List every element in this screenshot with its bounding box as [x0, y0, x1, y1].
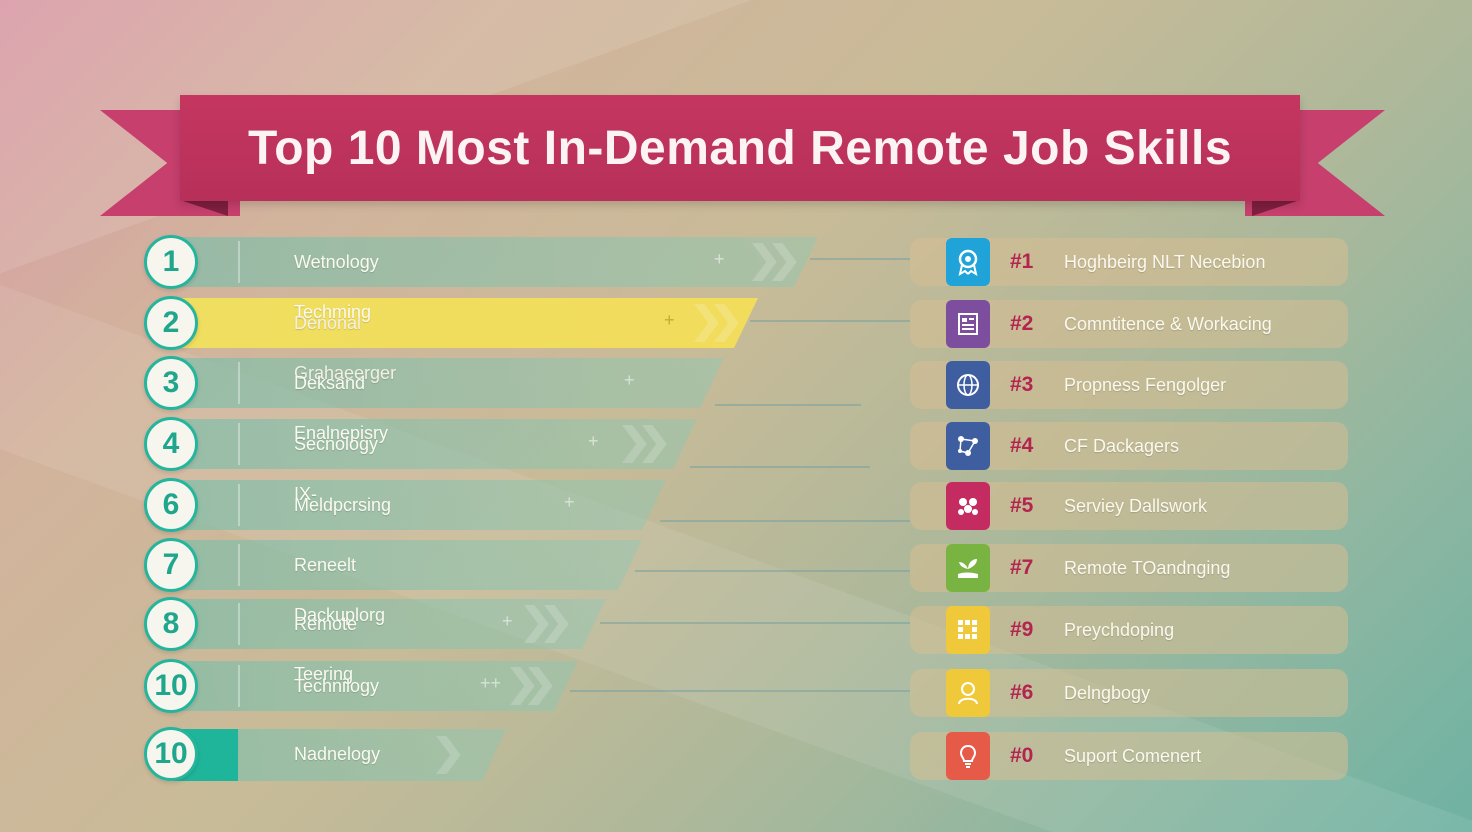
leader-line	[570, 690, 910, 692]
skill-rank: #9	[1010, 618, 1034, 641]
rank-number-badge: 7	[144, 538, 198, 592]
skill-label: Serviey Dallswork	[1064, 496, 1208, 516]
rank-number-badge: 1	[144, 235, 198, 289]
rank-bar: +	[174, 237, 818, 287]
skill-label: Comntitence & Workacing	[1064, 314, 1272, 334]
rank-number-badge: 6	[144, 478, 198, 532]
plant-hand-icon	[946, 544, 990, 592]
skill-rank: #2	[1010, 312, 1034, 335]
rank-label: Deksand Enalnepisry	[294, 373, 389, 443]
skill-rank: #0	[1010, 744, 1034, 767]
rank-label: Secnology IX-	[294, 434, 379, 504]
skill-card-6: #7 Remote TOandnging	[910, 544, 1348, 592]
leader-line	[600, 622, 910, 624]
skill-card-1: #1 Hoghbeirg NLT Necebion	[910, 238, 1348, 286]
skill-label: Propness Fengolger	[1064, 375, 1227, 395]
skill-card-7: #9 Preychdoping	[910, 606, 1348, 654]
skill-rank: #1	[1010, 250, 1034, 273]
rank-label: Remote Teering	[294, 614, 358, 684]
skill-label: Delngbogy	[1064, 683, 1151, 703]
rank-number-badge: 10	[144, 659, 198, 713]
skill-rank: #7	[1010, 556, 1034, 579]
skill-card-8: #6 Delngbogy	[910, 669, 1348, 717]
rank-bar: +	[174, 480, 666, 530]
network-icon	[946, 422, 990, 470]
rank-number-badge: 3	[144, 356, 198, 410]
leader-line	[635, 570, 910, 572]
skill-rank: #5	[1010, 494, 1034, 517]
leader-line	[715, 404, 861, 406]
skill-label: CF Dackagers	[1064, 436, 1180, 456]
rank-label: Nadnelogy	[294, 744, 381, 764]
skill-label: Hoghbeirg NLT Necebion	[1064, 252, 1266, 272]
document-icon	[946, 300, 990, 348]
rank-bar: +	[174, 358, 724, 408]
skill-card-2: #2 Comntitence & Workacing	[910, 300, 1348, 348]
banner: Top 10 Most In-Demand Remote Job Skills	[180, 95, 1300, 201]
rank-bar: +	[174, 419, 697, 469]
rank-bar	[174, 729, 506, 781]
skill-card-9: #0 Suport Comenert	[910, 732, 1348, 780]
award-icon	[946, 238, 990, 286]
rank-label: Wetnology Techming	[294, 252, 379, 322]
leader-line	[690, 466, 870, 468]
rank-number-badge: 2	[144, 296, 198, 350]
skill-rank: #3	[1010, 373, 1034, 396]
skill-rank: #4	[1010, 434, 1034, 457]
lightbulb-icon	[946, 732, 990, 780]
skill-card-4: #4 CF Dackagers	[910, 422, 1348, 470]
rank-label: Meldpcrsing	[294, 495, 392, 515]
globe-icon	[946, 361, 990, 409]
skill-card-3: #3 Propness Fengolger	[910, 361, 1348, 409]
person-icon	[946, 669, 990, 717]
skill-label: Preychdoping	[1064, 620, 1175, 640]
skill-label: Remote TOandnging	[1064, 558, 1231, 578]
title-banner: Top 10 Most In-Demand Remote Job Skills	[0, 0, 1472, 230]
leader-line	[810, 258, 910, 260]
page-title: Top 10 Most In-Demand Remote Job Skills	[247, 121, 1233, 175]
rank-label: Denonal Grahaeerger	[294, 313, 397, 383]
team-icon	[946, 482, 990, 530]
skill-rank: #6	[1010, 681, 1034, 704]
rank-number-badge: 10	[144, 727, 198, 781]
rank-number-badge: 8	[144, 597, 198, 651]
leader-line	[660, 520, 910, 522]
skill-label: Suport Comenert	[1064, 746, 1202, 766]
rank-label: Technilogy	[294, 676, 380, 696]
grid-icon	[946, 606, 990, 654]
rank-bar: ++	[174, 661, 578, 711]
leader-line	[750, 320, 910, 322]
skill-card-5: #5 Serviey Dallswork	[910, 482, 1348, 530]
rank-bar-highlighted: +	[174, 298, 758, 348]
rank-bar	[174, 540, 642, 590]
rank-number-badge: 4	[144, 417, 198, 471]
rank-label: Reneelt Dackuplorg	[294, 555, 386, 625]
rank-bar: +	[174, 599, 606, 649]
